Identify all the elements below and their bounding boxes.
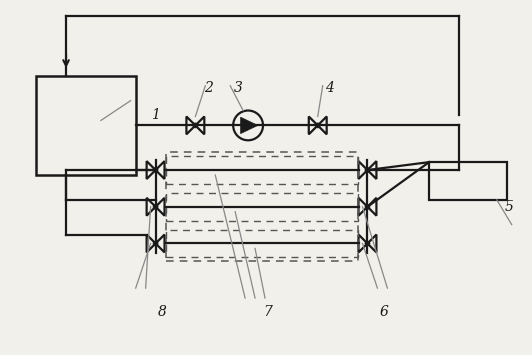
Circle shape [315, 123, 320, 128]
Circle shape [193, 123, 198, 128]
Circle shape [153, 204, 158, 209]
Text: 1: 1 [151, 109, 160, 122]
Text: 3: 3 [234, 81, 243, 95]
Text: 6: 6 [380, 305, 389, 319]
Text: 4: 4 [325, 81, 334, 95]
Text: 2: 2 [204, 81, 213, 95]
Text: 8: 8 [158, 305, 167, 319]
Text: 5: 5 [504, 200, 513, 214]
Circle shape [365, 204, 370, 209]
Polygon shape [240, 117, 258, 133]
Circle shape [153, 168, 158, 173]
Circle shape [365, 168, 370, 173]
Text: 7: 7 [263, 305, 272, 319]
Circle shape [153, 241, 158, 246]
Circle shape [365, 241, 370, 246]
